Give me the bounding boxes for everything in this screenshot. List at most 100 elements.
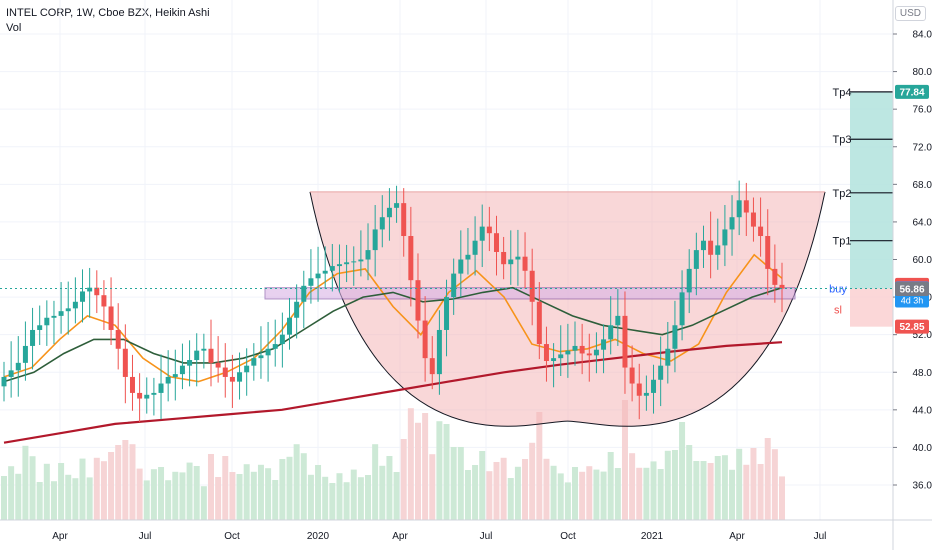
- candle-body: [358, 259, 364, 262]
- volume-bar: [700, 461, 707, 520]
- volume-bar: [43, 463, 50, 520]
- candle-body: [287, 317, 293, 335]
- candle: [758, 197, 764, 257]
- candle-body: [586, 353, 592, 356]
- candle-body: [244, 365, 250, 373]
- candle: [294, 284, 300, 339]
- volume-bar: [50, 481, 57, 520]
- volume-bar: [165, 480, 172, 520]
- volume-bar: [743, 464, 750, 520]
- candle-body: [465, 254, 471, 260]
- candle-body: [322, 270, 328, 274]
- volume-bar: [664, 450, 671, 520]
- price-badge: [895, 84, 929, 99]
- candle-body: [622, 315, 628, 368]
- volume-bar: [379, 465, 386, 520]
- candle-body: [144, 394, 150, 399]
- price-tick-label: 48.00: [912, 368, 932, 379]
- price-tick-label: 68.00: [912, 180, 932, 191]
- candle-body: [472, 240, 478, 255]
- candle-body: [351, 261, 357, 263]
- candle-body: [565, 350, 571, 355]
- volume-bar: [564, 482, 571, 520]
- moving-averages: [3, 253, 783, 444]
- candle-body: [365, 250, 371, 260]
- volume-bar: [643, 467, 650, 520]
- volume-bar: [486, 471, 493, 520]
- candle-body: [543, 344, 549, 361]
- price-tick-label: 80.00: [912, 67, 932, 78]
- candle: [686, 249, 692, 314]
- candle-body: [593, 349, 599, 356]
- candle-body: [679, 292, 685, 326]
- moving-average-line: [3, 286, 783, 383]
- candle-body: [501, 251, 507, 265]
- volume-bar: [265, 468, 272, 520]
- volume-bar: [557, 473, 564, 520]
- candle-body: [122, 348, 128, 377]
- volume-bar: [158, 467, 165, 520]
- candle-body: [401, 203, 407, 237]
- candle: [665, 321, 671, 384]
- time-tick-label: Apr: [729, 531, 745, 542]
- volume-bars: [1, 400, 785, 520]
- time-tick-label: Apr: [392, 531, 408, 542]
- candle: [615, 289, 621, 346]
- volume-bar: [136, 468, 143, 520]
- candle: [115, 303, 121, 370]
- candle: [329, 243, 335, 292]
- candle-body: [137, 392, 143, 399]
- volume-label: Vol: [6, 22, 22, 34]
- candle: [44, 300, 50, 346]
- volume-bar: [200, 486, 207, 520]
- volume-bar: [122, 440, 129, 520]
- candle: [222, 343, 228, 398]
- volume-bar: [464, 470, 471, 520]
- annotation-buy: buy: [829, 283, 847, 295]
- volume-bar: [429, 454, 436, 520]
- candle: [279, 312, 285, 368]
- candle-body: [651, 379, 657, 393]
- time-tick-label: Apr: [52, 531, 68, 542]
- volume-bar: [129, 444, 136, 520]
- candle-body: [693, 250, 699, 269]
- candle: [515, 229, 521, 286]
- candle-body: [765, 236, 771, 269]
- candle: [244, 348, 250, 396]
- candle-body: [194, 350, 200, 361]
- candle: [479, 204, 485, 268]
- candle-body: [486, 226, 492, 234]
- annotation-sl: sl: [834, 304, 842, 316]
- candle-body: [436, 329, 442, 375]
- candle: [672, 300, 678, 373]
- volume-bar: [636, 467, 643, 520]
- candle: [772, 244, 778, 303]
- chart-title: INTEL CORP, 1W, Cboe BZX, Heikin Ashi: [6, 7, 210, 19]
- candle: [622, 291, 628, 394]
- candle-body: [379, 217, 385, 230]
- candle-body: [237, 372, 243, 382]
- candle: [386, 188, 392, 241]
- candle: [344, 244, 350, 283]
- volume-bar: [236, 474, 243, 520]
- candle: [736, 180, 742, 236]
- candle-body: [87, 287, 93, 292]
- time-tick-label: Oct: [560, 531, 576, 542]
- candle-body: [187, 360, 193, 366]
- candle: [572, 321, 578, 366]
- candle-body: [429, 358, 435, 375]
- candle: [536, 282, 542, 360]
- volume-bar: [686, 445, 693, 520]
- candle: [579, 323, 585, 375]
- cup-pattern: [264, 91, 893, 427]
- currency-button[interactable]: USD: [894, 6, 926, 21]
- candle: [258, 326, 264, 379]
- volume-bar: [550, 465, 557, 520]
- candle: [287, 298, 293, 350]
- time-tick-label: Oct: [224, 531, 240, 542]
- volume-bar: [293, 444, 300, 520]
- candle-body: [44, 317, 50, 326]
- cup-outline: [309, 191, 826, 427]
- candle: [208, 319, 214, 387]
